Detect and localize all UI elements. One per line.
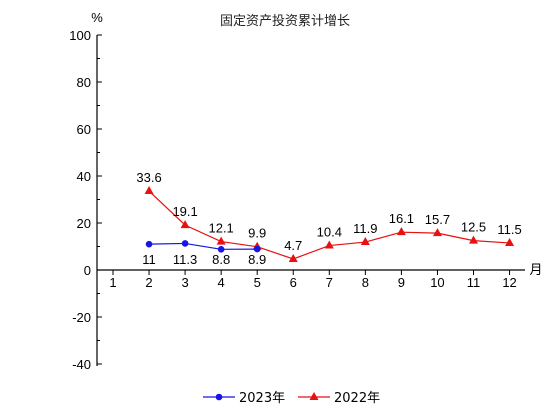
data-point [360, 237, 370, 246]
data-label: 19.1 [172, 204, 197, 219]
data-label: 12.1 [208, 221, 233, 236]
data-point [288, 253, 298, 262]
y-tick-label: 0 [84, 263, 91, 278]
legend: 2023年 2022年 [203, 391, 380, 406]
x-unit-label: 月 [529, 262, 542, 277]
x-tick-label: 8 [362, 275, 369, 290]
y-tick-label: 60 [77, 122, 91, 137]
data-label: 8.8 [212, 252, 230, 267]
x-tick-label: 4 [218, 275, 225, 290]
data-point [144, 186, 154, 195]
x-tick-label: 12 [502, 275, 516, 290]
data-point [469, 235, 478, 244]
data-point [145, 240, 153, 248]
data-label: 11.5 [497, 222, 521, 237]
data-point [180, 220, 190, 229]
y-tick-label: 100 [69, 28, 91, 43]
data-label: 11.3 [173, 252, 197, 267]
data-label: 16.1 [389, 211, 414, 226]
y-tick-label: -40 [72, 357, 91, 372]
data-point [253, 245, 261, 253]
data-point [216, 236, 226, 245]
data-label: 9.9 [248, 226, 266, 241]
chart-title: 固定资产投资累计增长 [220, 13, 350, 29]
y-tick-label: 40 [77, 169, 91, 184]
legend-2023-label: 2023年 [239, 391, 285, 406]
data-label: 15.7 [425, 212, 450, 227]
data-label: 10.4 [317, 225, 342, 240]
data-label: 33.6 [136, 170, 161, 185]
y-unit-label: % [91, 10, 103, 25]
data-label: 11.9 [353, 221, 377, 236]
data-point [217, 246, 225, 253]
x-ticks: 1 2 3 4 5 6 7 8 9 10 11 12 [109, 270, 517, 290]
x-tick-label: 3 [181, 275, 188, 290]
data-point [396, 227, 406, 236]
x-tick-label: 7 [326, 275, 333, 290]
x-tick-label: 9 [398, 275, 405, 290]
x-tick-label: 2 [145, 275, 152, 290]
y-tick-label: 80 [77, 75, 91, 90]
data-label: 4.7 [284, 238, 302, 253]
x-tick-label: 5 [254, 275, 261, 290]
data-label: 8.9 [248, 252, 266, 267]
y-ticks: 100 80 60 40 20 0 -20 -40 [69, 28, 102, 372]
data-point [181, 240, 189, 247]
data-point [505, 237, 515, 246]
x-tick-label: 10 [430, 275, 444, 290]
data-label: 12.5 [461, 220, 486, 235]
data-point [324, 240, 334, 249]
data-labels: 33.6 19.1 12.1 9.9 4.7 10.4 11.9 16.1 15.7 12.5 11… [136, 170, 521, 267]
x-tick-label: 11 [467, 275, 481, 290]
legend-2023-marker [215, 393, 223, 401]
x-tick-label: 1 [109, 275, 116, 290]
series-layer [144, 186, 515, 262]
data-point [432, 228, 442, 237]
y-tick-label: 20 [77, 216, 91, 231]
data-label: 11 [142, 252, 156, 267]
legend-2022-label: 2022年 [334, 391, 380, 406]
y-tick-label: -20 [72, 310, 91, 325]
legend-2022-marker [309, 392, 319, 400]
x-tick-label: 6 [290, 275, 297, 290]
series-line-0 [149, 242, 258, 250]
